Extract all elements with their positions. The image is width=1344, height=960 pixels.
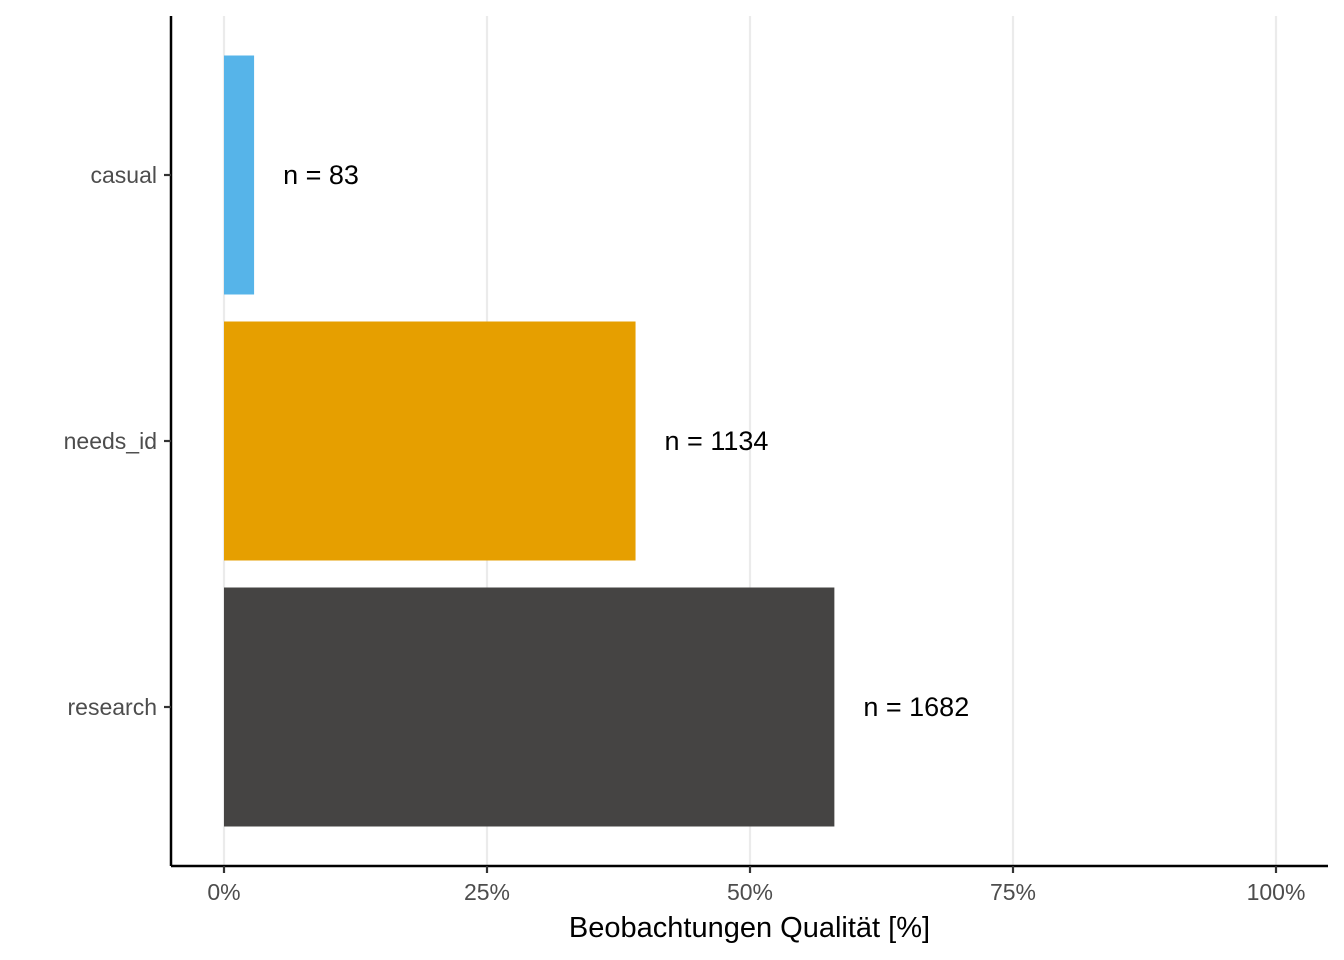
bars xyxy=(224,55,835,827)
data-labels: n = 83 n = 1134 n = 1682 xyxy=(283,160,969,722)
x-tick-label-4: 100% xyxy=(1247,879,1306,905)
data-label-research: n = 1682 xyxy=(863,692,969,722)
data-label-needs_id: n = 1134 xyxy=(665,426,769,456)
y-tick-label-research: research xyxy=(68,694,157,720)
bar-casual xyxy=(224,55,255,295)
y-tick-label-needs_id: needs_id xyxy=(64,428,157,454)
x-tick-label-1: 25% xyxy=(464,879,510,905)
y-tick-label-casual: casual xyxy=(91,162,157,188)
bar-needs_id xyxy=(224,321,636,561)
data-label-casual: n = 83 xyxy=(283,160,359,190)
x-tick-label-0: 0% xyxy=(207,879,240,905)
y-axis-ticks: casual needs_id research xyxy=(64,162,171,720)
x-tick-label-2: 50% xyxy=(727,879,773,905)
x-tick-label-3: 75% xyxy=(990,879,1036,905)
x-axis-ticks: 0% 25% 50% 75% 100% xyxy=(207,866,1305,905)
bar-research xyxy=(224,587,835,827)
x-axis-title: Beobachtungen Qualität [%] xyxy=(569,912,930,944)
